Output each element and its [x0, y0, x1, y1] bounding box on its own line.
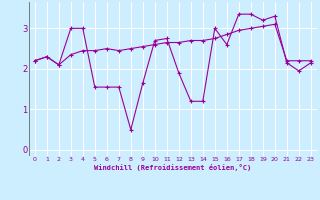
X-axis label: Windchill (Refroidissement éolien,°C): Windchill (Refroidissement éolien,°C)	[94, 164, 252, 171]
